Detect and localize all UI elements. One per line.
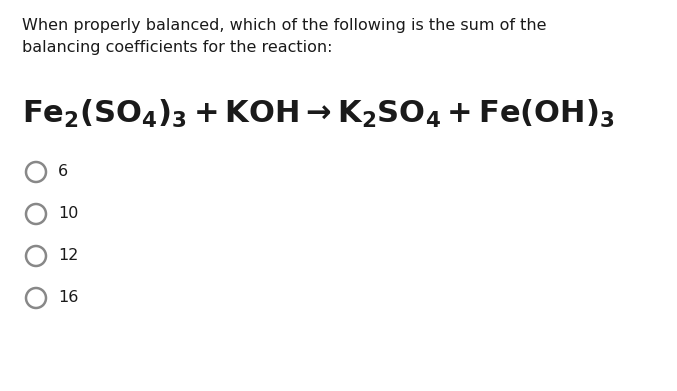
Text: 6: 6	[58, 165, 68, 179]
Text: 12: 12	[58, 249, 79, 264]
Text: 10: 10	[58, 206, 79, 221]
Text: When properly balanced, which of the following is the sum of the: When properly balanced, which of the fol…	[22, 18, 546, 33]
Text: $\mathbf{Fe_2(SO_4)_3 + KOH \rightarrow K_2SO_4 + Fe(OH)_3}$: $\mathbf{Fe_2(SO_4)_3 + KOH \rightarrow …	[22, 98, 615, 130]
Text: 16: 16	[58, 291, 79, 305]
Text: balancing coefficients for the reaction:: balancing coefficients for the reaction:	[22, 40, 332, 55]
